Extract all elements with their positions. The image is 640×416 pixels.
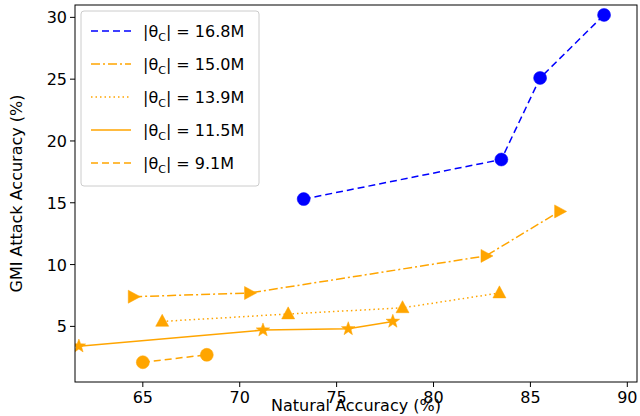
point — [282, 307, 295, 319]
series-line — [162, 293, 499, 321]
y-tick-label: 30 — [47, 8, 67, 27]
point — [256, 323, 270, 336]
x-tick-label: 65 — [133, 388, 153, 407]
point — [493, 286, 506, 298]
point — [555, 205, 567, 218]
legend-label: |θC| = 15.0M — [143, 55, 244, 77]
x-tick — [239, 382, 240, 387]
legend: |θC| = 16.8M |θC| = 15.0M |θC| = 13.9M |θC|… — [81, 11, 259, 186]
legend-line — [91, 162, 131, 164]
legend-line — [91, 129, 131, 131]
y-tick-label: 10 — [47, 256, 67, 275]
legend-line — [91, 30, 131, 32]
point — [598, 8, 611, 21]
chart: 65707580859051015202530Natural Accuracy … — [0, 0, 640, 416]
legend-label: |θC| = 13.9M — [143, 88, 244, 110]
legend-label: |θC| = 11.5M — [143, 121, 244, 143]
y-tick — [70, 140, 75, 141]
legend-label: |θC| = 9.1M — [143, 154, 234, 176]
x-tick-label: 85 — [520, 388, 540, 407]
point — [341, 322, 355, 335]
y-tick — [70, 326, 75, 327]
point — [245, 287, 257, 300]
series-line — [133, 211, 559, 296]
point — [128, 290, 140, 303]
point — [297, 193, 310, 206]
point — [386, 314, 400, 327]
point — [396, 301, 409, 313]
series-line — [79, 321, 393, 346]
x-tick-label: 70 — [230, 388, 250, 407]
x-tick — [530, 382, 531, 387]
x-tick — [433, 382, 434, 387]
x-tick — [627, 382, 628, 387]
point — [495, 153, 508, 166]
y-tick-label: 15 — [47, 194, 67, 213]
legend-label: |θC| = 16.8M — [143, 22, 244, 44]
legend-line — [91, 96, 131, 98]
series-line — [304, 15, 604, 199]
point — [75, 339, 86, 352]
x-tick — [336, 382, 337, 387]
frame — [75, 5, 637, 382]
legend-line — [91, 63, 131, 65]
point — [534, 71, 547, 84]
x-tick-label: 90 — [617, 388, 637, 407]
y-axis-label: GMI Attack Accuracy (%) — [7, 95, 26, 293]
point — [136, 356, 149, 369]
y-tick-label: 5 — [57, 317, 67, 336]
x-tick — [142, 382, 143, 387]
point — [481, 249, 493, 262]
legend-box — [81, 11, 259, 186]
y-tick — [70, 202, 75, 203]
point — [200, 348, 213, 361]
point — [156, 314, 169, 326]
y-tick — [70, 79, 75, 80]
y-tick-label: 25 — [47, 70, 67, 89]
y-tick — [70, 264, 75, 265]
y-tick — [70, 17, 75, 18]
x-axis-label: Natural Accuracy (%) — [271, 396, 441, 415]
series-line — [143, 355, 207, 362]
y-tick-label: 20 — [47, 132, 67, 151]
plot-area — [75, 8, 611, 368]
